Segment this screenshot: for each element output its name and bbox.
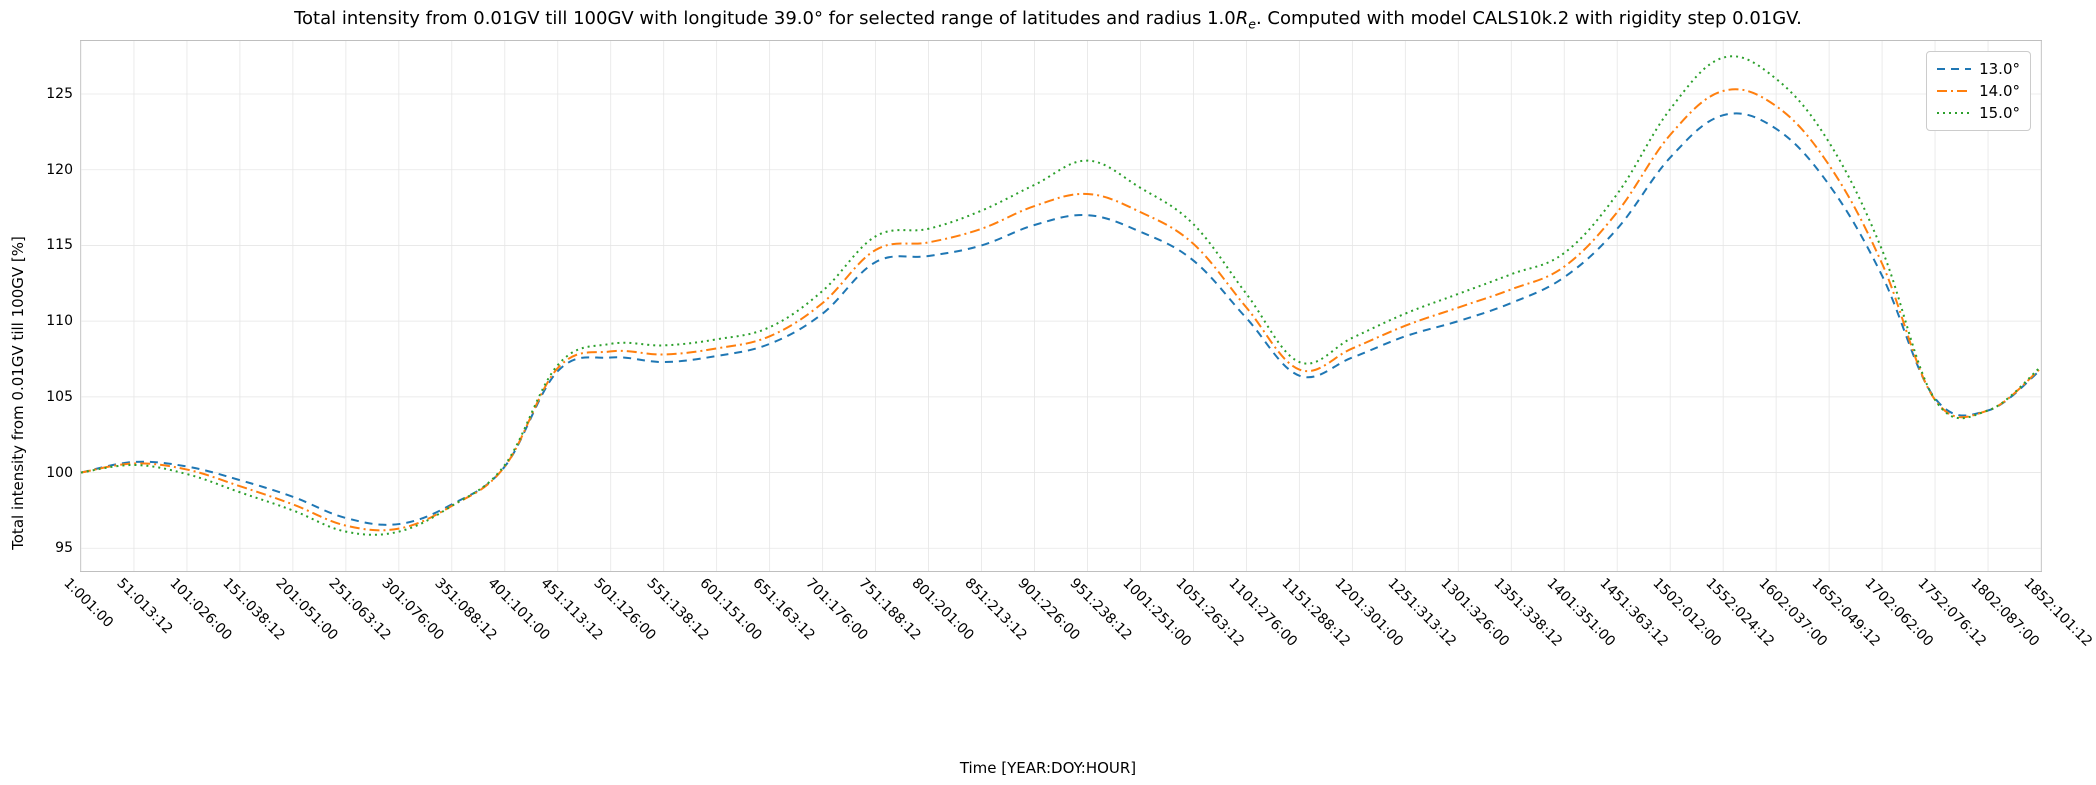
x-axis-label: Time [YEAR:DOY:HOUR] xyxy=(0,759,2096,777)
plot-area: 95100105110115120125 1:001:0051:013:1210… xyxy=(80,40,2042,572)
legend-item: 13.0° xyxy=(1937,58,2020,80)
chart-title: Total intensity from 0.01GV till 100GV w… xyxy=(0,8,2096,32)
legend: 13.0° 14.0° 15.0° xyxy=(1926,51,2031,131)
series-15.0° xyxy=(81,56,2041,535)
y-tick: 105 xyxy=(46,389,81,405)
y-tick: 95 xyxy=(55,540,81,556)
x-tick: 51:013:12 xyxy=(113,571,179,637)
legend-line-icon xyxy=(1937,108,1971,118)
legend-label: 14.0° xyxy=(1979,82,2020,100)
y-tick: 115 xyxy=(46,237,81,253)
y-axis-label: Total intensity from 0.01GV till 100GV [… xyxy=(9,236,27,550)
y-tick: 100 xyxy=(46,465,81,481)
series-13.0° xyxy=(81,113,2041,524)
y-tick: 110 xyxy=(46,313,81,329)
y-tick: 125 xyxy=(46,86,81,102)
chart-container: Total intensity from 0.01GV till 100GV w… xyxy=(0,0,2096,785)
legend-item: 15.0° xyxy=(1937,102,2020,124)
line-series-group xyxy=(81,56,2041,535)
x-tick: 1:001:00 xyxy=(60,571,120,631)
legend-item: 14.0° xyxy=(1937,80,2020,102)
series-14.0° xyxy=(81,89,2041,530)
y-tick: 120 xyxy=(46,162,81,178)
plot-svg xyxy=(81,41,2041,571)
legend-line-icon xyxy=(1937,64,1971,74)
legend-line-icon xyxy=(1937,86,1971,96)
legend-label: 15.0° xyxy=(1979,104,2020,122)
legend-label: 13.0° xyxy=(1979,60,2020,78)
gridlines xyxy=(81,41,2041,571)
